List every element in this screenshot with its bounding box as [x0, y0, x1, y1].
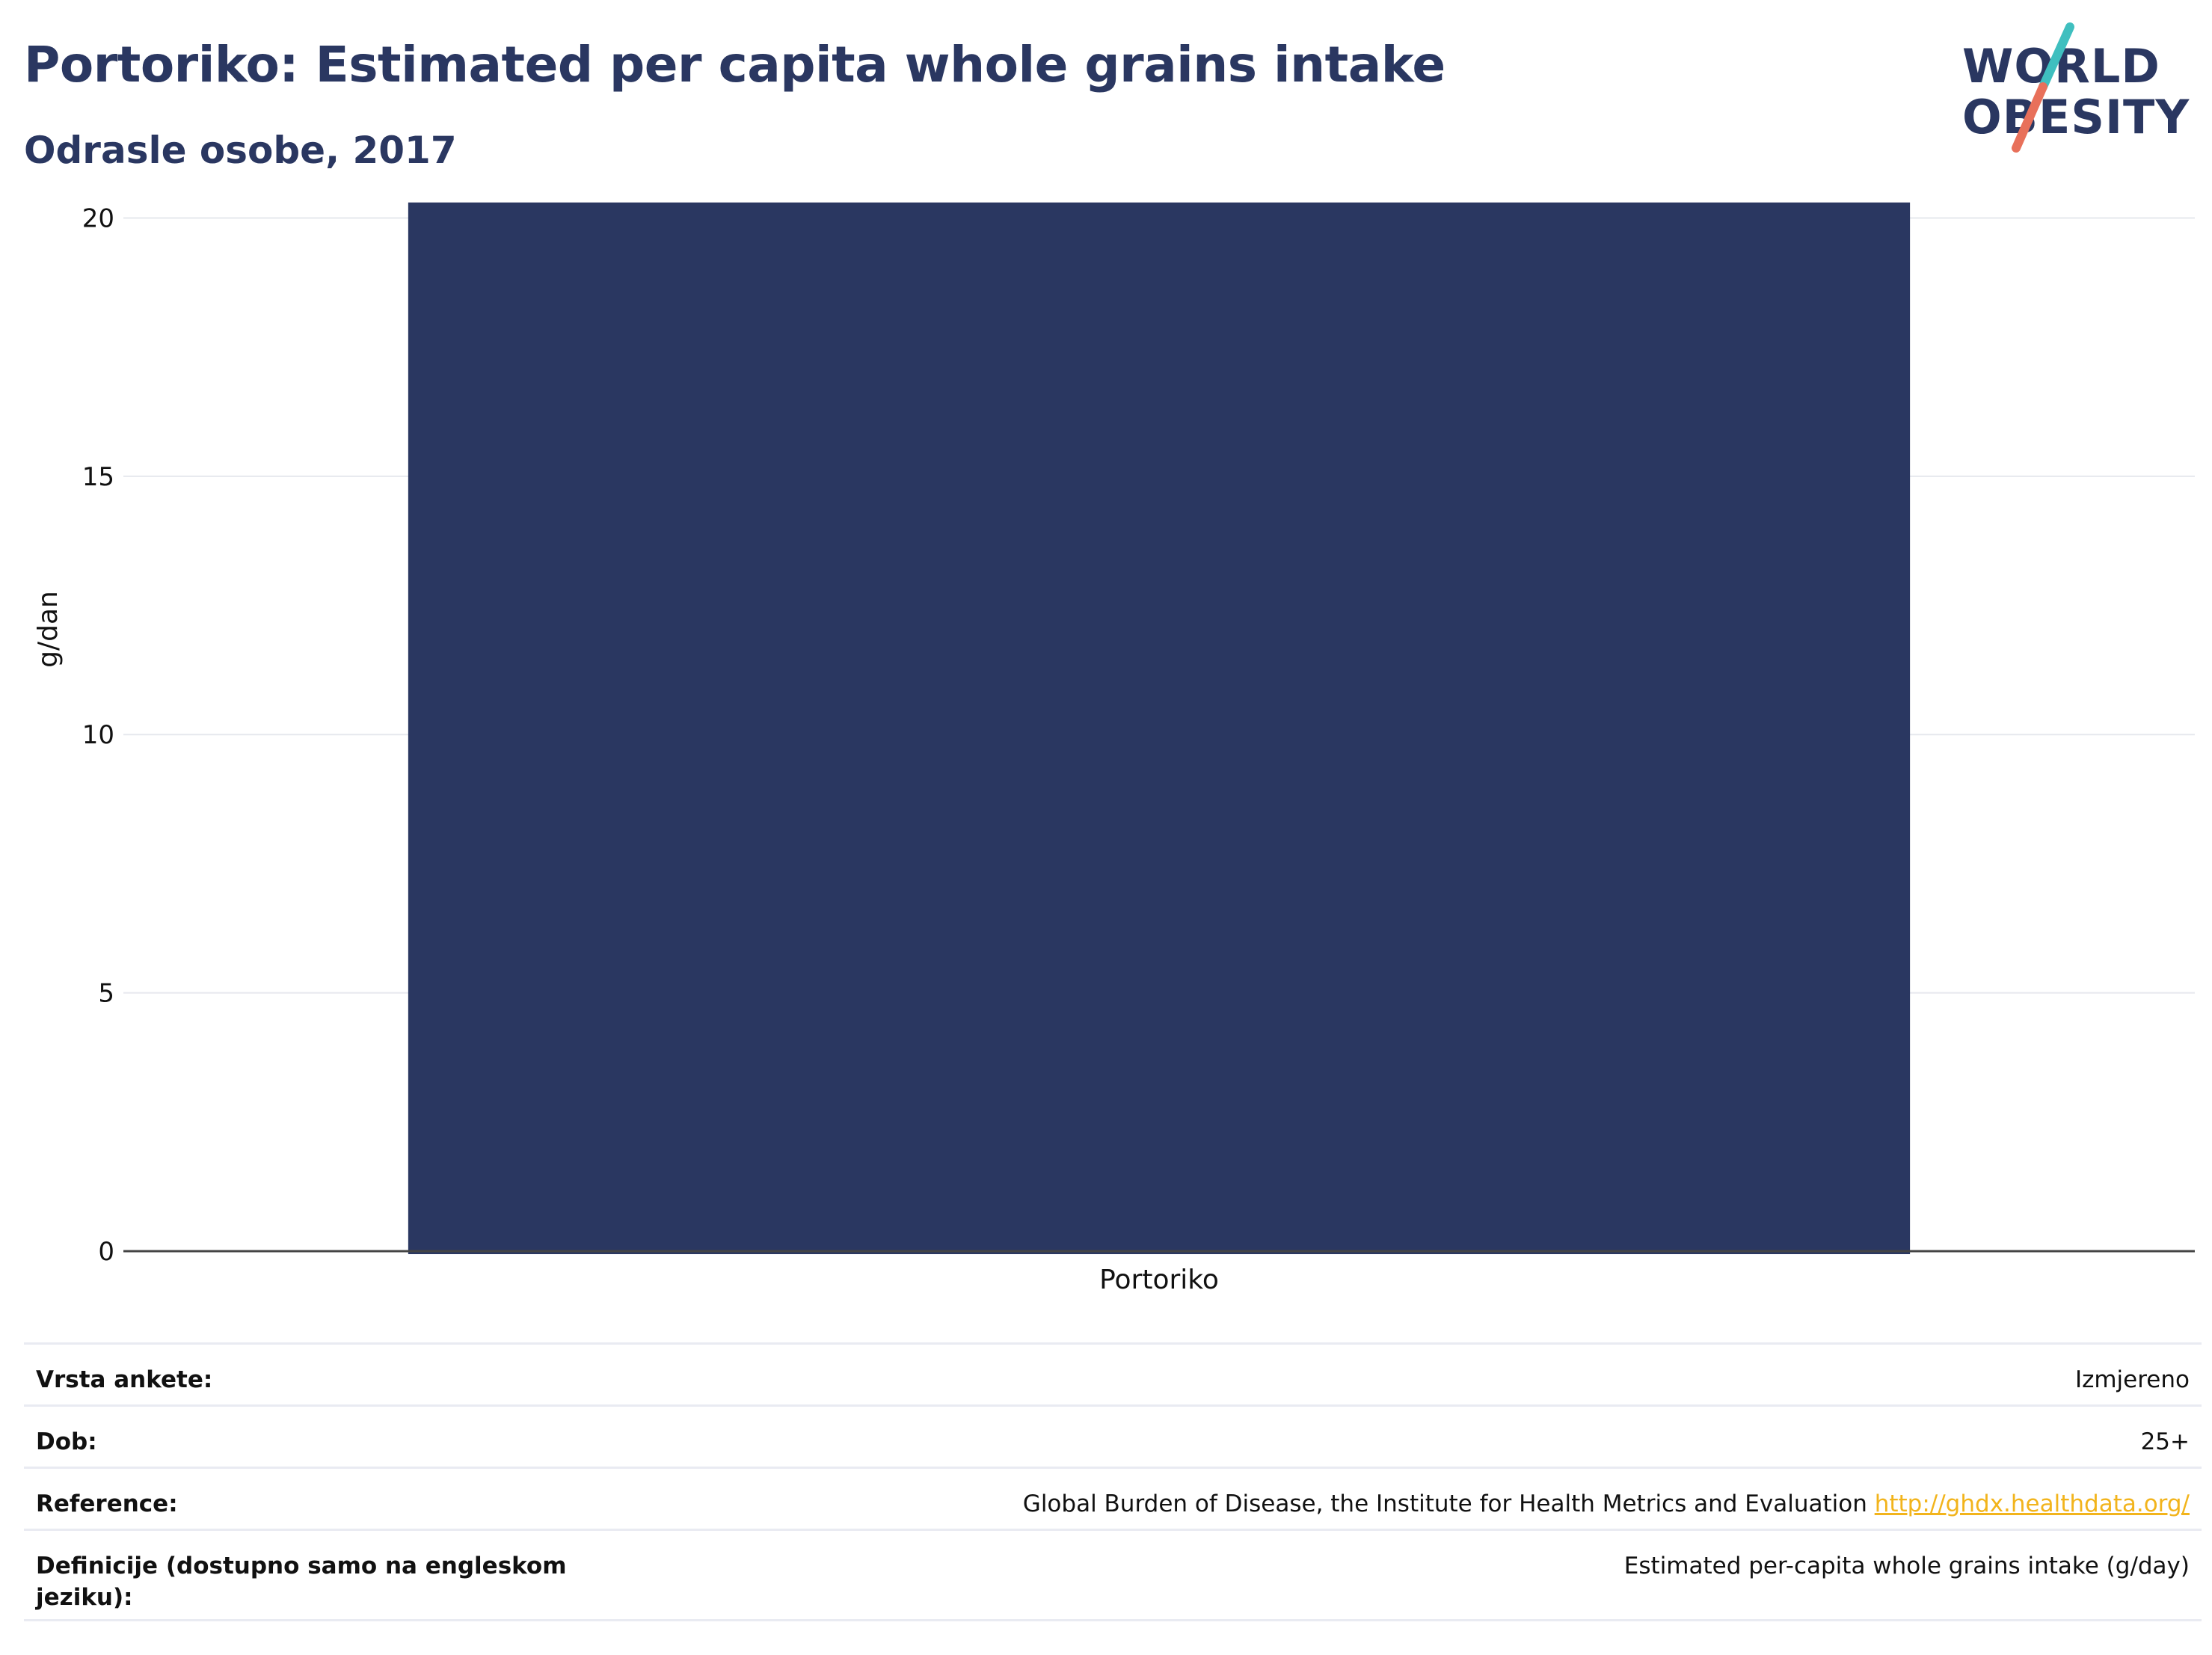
logo-text-line2: OBESITY: [1962, 90, 2190, 144]
y-axis-label: g/dan: [33, 591, 64, 668]
bar-chart: 0 5 10 15 20 Portoriko g/dan: [0, 187, 2212, 1309]
y-tick-label: 5: [98, 979, 114, 1009]
info-label: Reference:: [36, 1490, 178, 1517]
info-row-age: Dob: 25+: [24, 1404, 2202, 1467]
chart-title: Portoriko: Estimated per capita whole gr…: [24, 36, 1446, 93]
bar: [408, 202, 1911, 1255]
info-value: Izmjereno: [2074, 1366, 2190, 1393]
y-tick-label: 10: [82, 720, 114, 750]
info-value: Estimated per-capita whole grains intake…: [1623, 1553, 2190, 1579]
reference-link[interactable]: http://ghdx.healthdata.org/: [1874, 1490, 2190, 1517]
y-tick-label: 20: [82, 203, 114, 233]
logo-slash-icon: [2012, 22, 2074, 153]
info-label: Dob:: [36, 1428, 97, 1455]
world-obesity-logo[interactable]: WORLD OBESITY: [1944, 21, 2199, 156]
info-value: 25+: [2140, 1428, 2190, 1455]
info-row-survey-type: Vrsta ankete: Izmjereno: [24, 1342, 2202, 1404]
y-tick-label: 15: [82, 462, 114, 492]
info-label: Definicije (dostupno samo na engleskom j…: [36, 1553, 567, 1611]
chart-subtitle: Odrasle osobe, 2017: [24, 129, 457, 172]
info-row-definitions: Definicije (dostupno samo na engleskom j…: [24, 1529, 2202, 1621]
y-tick-label: 0: [98, 1237, 114, 1267]
x-tick-label: Portoriko: [1099, 1265, 1219, 1295]
info-table: Vrsta ankete: Izmjereno Dob: 25+ Referen…: [24, 1342, 2202, 1621]
chart-canvas: 0 5 10 15 20 Portoriko g/dan: [33, 202, 2195, 1295]
info-label: Vrsta ankete:: [36, 1366, 213, 1393]
reference-text: Global Burden of Disease, the Institute …: [1022, 1490, 1867, 1517]
info-row-reference: Reference: Global Burden of Disease, the…: [24, 1467, 2202, 1529]
info-value: Global Burden of Disease, the Institute …: [1023, 1488, 2190, 1520]
